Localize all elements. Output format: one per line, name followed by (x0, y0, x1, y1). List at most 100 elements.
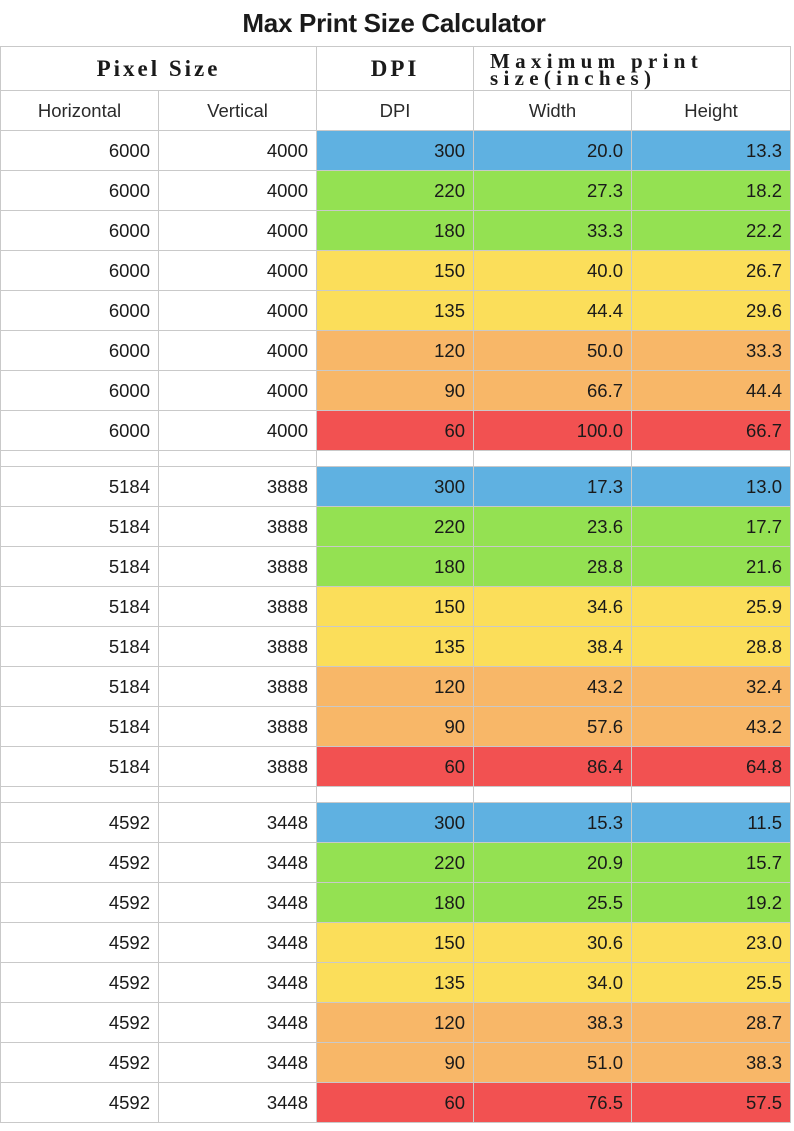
horizontal-cell: 4592 (0, 962, 159, 1003)
spacer-cell (157, 786, 318, 803)
horizontal-cell: 6000 (0, 210, 159, 251)
width-cell: 20.0 (473, 130, 633, 171)
height-cell: 57.5 (631, 1082, 792, 1123)
height-cell: 25.9 (631, 586, 792, 627)
vertical-cell: 3888 (157, 666, 318, 707)
height-cell: 22.2 (631, 210, 792, 251)
horizontal-cell: 6000 (0, 290, 159, 331)
width-cell: 57.6 (473, 706, 633, 747)
width-cell: 38.4 (473, 626, 633, 667)
table-row: 4592 3448 180 25.5 19.2 (0, 882, 792, 923)
table-row: 5184 3888 135 38.4 28.8 (0, 626, 792, 667)
horizontal-cell: 5184 (0, 746, 159, 787)
table-row: 6000 4000 180 33.3 22.2 (0, 210, 792, 251)
horizontal-cell: 4592 (0, 802, 159, 843)
spacer-cell (157, 450, 318, 467)
vertical-cell: 4000 (157, 130, 318, 171)
width-cell: 76.5 (473, 1082, 633, 1123)
column-header-row: Horizontal Vertical DPI Width Height (0, 90, 792, 131)
horizontal-cell: 6000 (0, 130, 159, 171)
table-row: 5184 3888 150 34.6 25.9 (0, 586, 792, 627)
vertical-cell: 3448 (157, 1042, 318, 1083)
table-row: 5184 3888 60 86.4 64.8 (0, 746, 792, 787)
height-cell: 19.2 (631, 882, 792, 923)
height-cell: 23.0 (631, 922, 792, 963)
col-header-dpi: DPI (316, 90, 475, 131)
table-row: 4592 3448 120 38.3 28.7 (0, 1002, 792, 1043)
dpi-cell: 300 (316, 802, 475, 843)
horizontal-cell: 4592 (0, 1002, 159, 1043)
spacer-cell (631, 450, 792, 467)
table-row: 5184 3888 90 57.6 43.2 (0, 706, 792, 747)
spacer-cell (316, 450, 475, 467)
vertical-cell: 3448 (157, 842, 318, 883)
height-cell: 28.7 (631, 1002, 792, 1043)
table-row: 4592 3448 220 20.9 15.7 (0, 842, 792, 883)
dpi-cell: 150 (316, 922, 475, 963)
group-spacer-row (0, 450, 792, 467)
horizontal-cell: 4592 (0, 1042, 159, 1083)
dpi-cell: 150 (316, 586, 475, 627)
horizontal-cell: 5184 (0, 706, 159, 747)
dpi-cell: 90 (316, 1042, 475, 1083)
width-cell: 25.5 (473, 882, 633, 923)
width-cell: 17.3 (473, 466, 633, 507)
vertical-cell: 3448 (157, 1002, 318, 1043)
vertical-cell: 3888 (157, 466, 318, 507)
vertical-cell: 3888 (157, 746, 318, 787)
horizontal-cell: 4592 (0, 842, 159, 883)
dpi-cell: 120 (316, 330, 475, 371)
max-print-size-header: Maximum print size(inches) (473, 46, 792, 91)
table-row: 6000 4000 150 40.0 26.7 (0, 250, 792, 291)
vertical-cell: 3448 (157, 882, 318, 923)
height-cell: 13.3 (631, 130, 792, 171)
dpi-cell: 135 (316, 290, 475, 331)
pixel-size-header: Pixel Size (0, 46, 318, 91)
width-cell: 34.0 (473, 962, 633, 1003)
width-cell: 27.3 (473, 170, 633, 211)
dpi-cell: 60 (316, 1082, 475, 1123)
table-row: 6000 4000 120 50.0 33.3 (0, 330, 792, 371)
dpi-cell: 90 (316, 370, 475, 411)
width-cell: 44.4 (473, 290, 633, 331)
width-cell: 28.8 (473, 546, 633, 587)
group-header-row: Pixel Size DPI Maximum print size(inches… (0, 46, 792, 91)
horizontal-cell: 6000 (0, 370, 159, 411)
horizontal-cell: 5184 (0, 466, 159, 507)
horizontal-cell: 4592 (0, 882, 159, 923)
dpi-cell: 300 (316, 130, 475, 171)
vertical-cell: 3888 (157, 546, 318, 587)
table-row: 6000 4000 60 100.0 66.7 (0, 410, 792, 451)
width-cell: 23.6 (473, 506, 633, 547)
horizontal-cell: 5184 (0, 666, 159, 707)
width-cell: 66.7 (473, 370, 633, 411)
vertical-cell: 3448 (157, 802, 318, 843)
width-cell: 43.2 (473, 666, 633, 707)
horizontal-cell: 5184 (0, 506, 159, 547)
width-cell: 33.3 (473, 210, 633, 251)
spacer-cell (631, 786, 792, 803)
height-cell: 66.7 (631, 410, 792, 451)
table-row: 6000 4000 90 66.7 44.4 (0, 370, 792, 411)
width-cell: 20.9 (473, 842, 633, 883)
dpi-cell: 220 (316, 842, 475, 883)
horizontal-cell: 5184 (0, 586, 159, 627)
width-cell: 40.0 (473, 250, 633, 291)
sheet-title: Max Print Size Calculator (242, 7, 546, 38)
width-cell: 38.3 (473, 1002, 633, 1043)
height-cell: 25.5 (631, 962, 792, 1003)
dpi-cell: 135 (316, 626, 475, 667)
height-cell: 15.7 (631, 842, 792, 883)
dpi-cell: 120 (316, 666, 475, 707)
spacer-cell (0, 450, 159, 467)
dpi-cell: 150 (316, 250, 475, 291)
col-header-horizontal: Horizontal (0, 90, 159, 131)
height-cell: 28.8 (631, 626, 792, 667)
horizontal-cell: 5184 (0, 626, 159, 667)
max-print-size-label: Maximum print size(inches) (490, 48, 703, 90)
width-cell: 15.3 (473, 802, 633, 843)
spacer-cell (316, 786, 475, 803)
vertical-cell: 3448 (157, 962, 318, 1003)
dpi-cell: 60 (316, 746, 475, 787)
width-cell: 100.0 (473, 410, 633, 451)
